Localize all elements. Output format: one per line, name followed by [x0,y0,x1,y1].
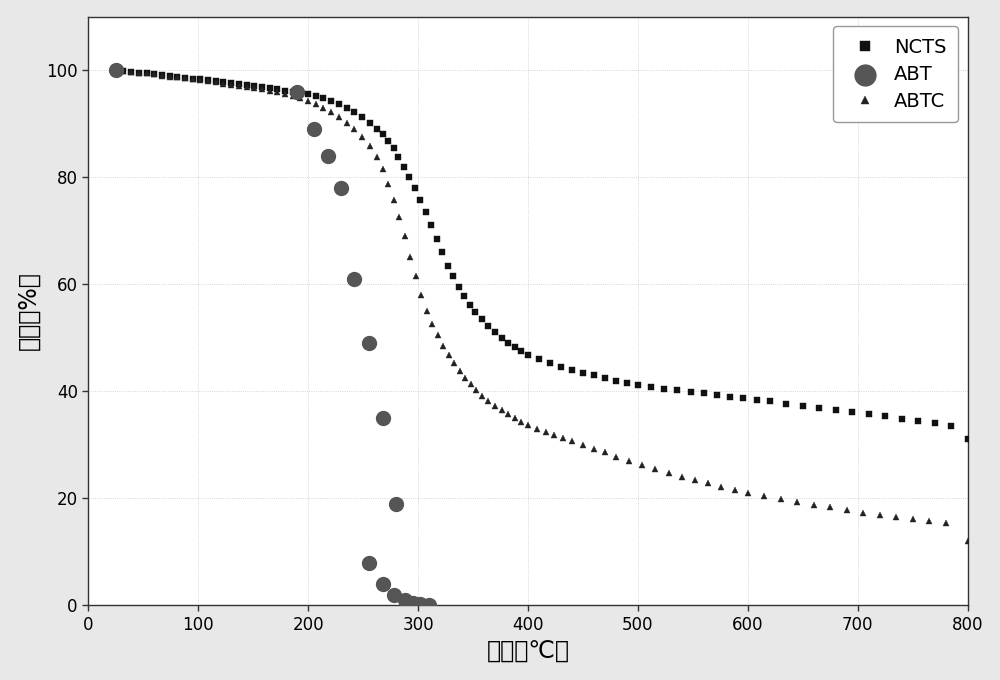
NCTS [110,66,122,74]
Y-axis label: 质量（%）: 质量（%） [17,271,41,350]
ABTC [437,342,449,350]
NCTS [202,76,214,84]
ABT [346,273,362,284]
Legend: NCTS, ABT, ABTC: NCTS, ABT, ABTC [833,27,958,122]
ABT [289,86,305,97]
Line: ABTC: ABTC [113,67,970,544]
ABT [320,150,336,161]
NCTS [436,248,448,256]
X-axis label: 温度（℃）: 温度（℃） [486,639,569,663]
ABTC [202,78,214,86]
NCTS [962,435,974,443]
NCTS [671,386,683,394]
Point [405,597,421,608]
ABTC [110,66,122,74]
ABT [108,65,124,75]
ABT [306,124,322,135]
Point [412,599,428,610]
ABTC [557,435,569,443]
NCTS [225,79,237,87]
ABTC [962,537,974,545]
Point [361,557,377,568]
NCTS [566,366,578,374]
ABT [333,182,349,193]
Line: NCTS: NCTS [113,67,971,443]
Point [375,579,391,590]
ABTC [663,469,675,477]
ABT [388,498,404,509]
Point [397,594,413,605]
ABT [361,338,377,349]
ABT [375,413,391,424]
NCTS [256,83,268,91]
Point [386,589,402,600]
Point [421,600,437,611]
ABTC [225,80,237,88]
ABTC [256,85,268,93]
